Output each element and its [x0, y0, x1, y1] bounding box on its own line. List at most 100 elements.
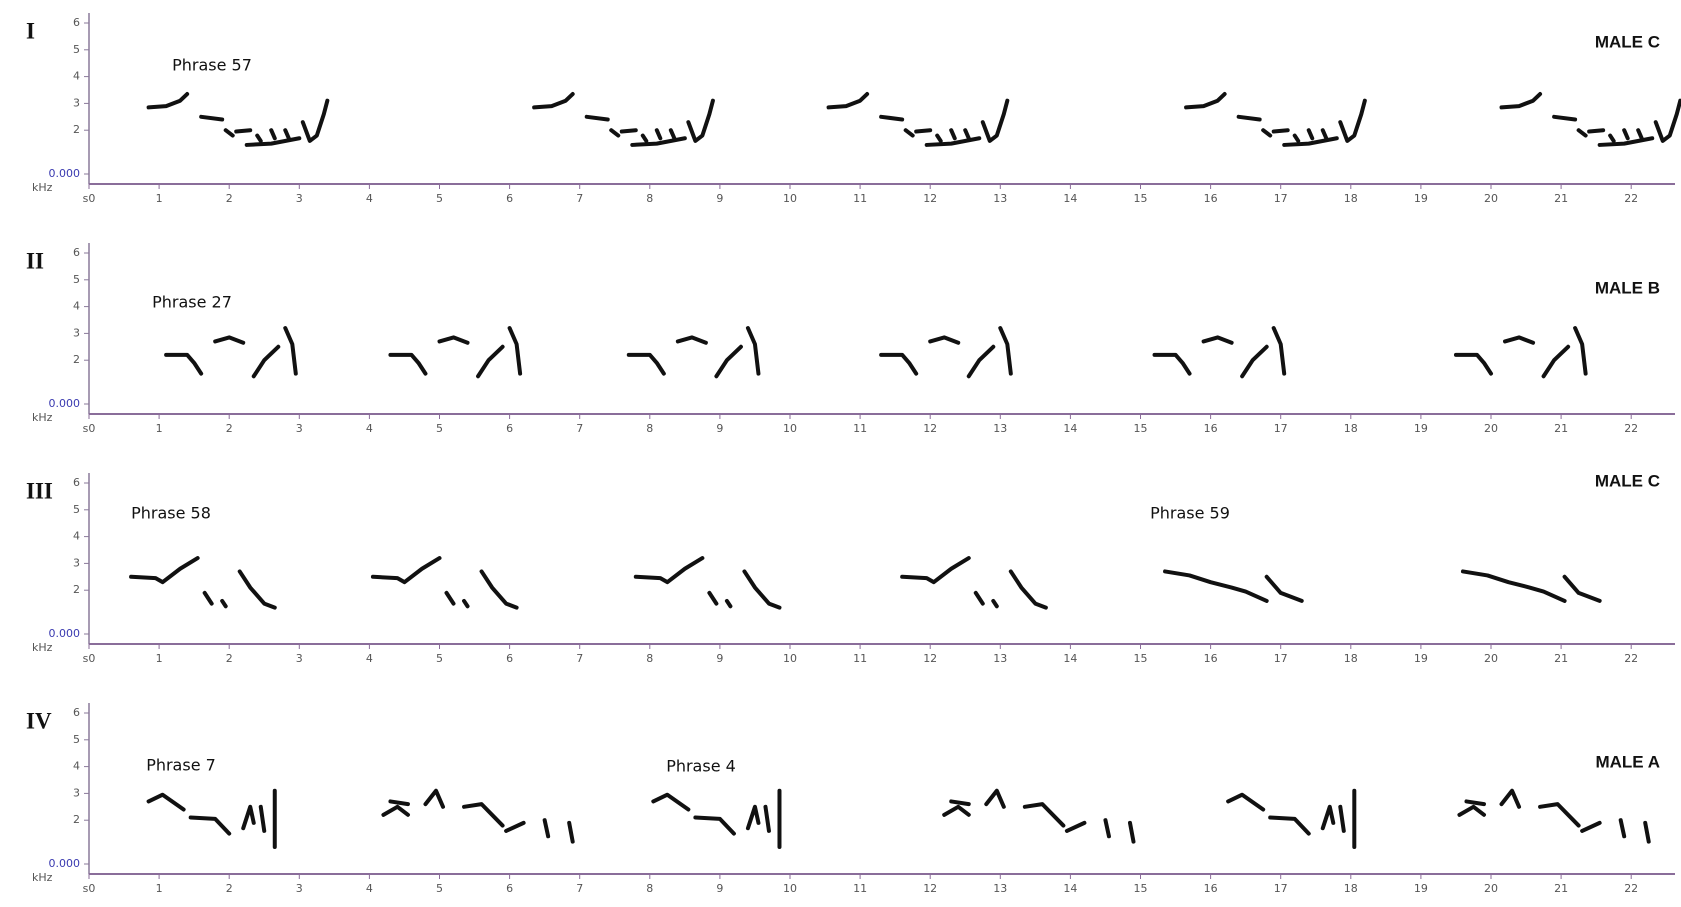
y-tick-label: 4	[73, 530, 80, 543]
syllable	[1127, 820, 1136, 844]
x-tick-label: 2	[226, 422, 233, 435]
syllable	[241, 804, 256, 831]
syllable	[462, 598, 470, 609]
syllable	[1261, 128, 1273, 138]
x-tick-label: 12	[923, 422, 937, 435]
syllable	[1499, 788, 1522, 809]
x-tick-label: 16	[1204, 882, 1218, 895]
y-tick-label: 3	[73, 326, 80, 339]
syllable	[1163, 569, 1269, 603]
x-tick-label: 21	[1554, 422, 1568, 435]
x-tick-label: 15	[1134, 192, 1148, 205]
x-tick-label: 1	[156, 882, 163, 895]
x-tick-label: 5	[436, 422, 443, 435]
syllable	[763, 804, 771, 833]
x-tick-label: 6	[506, 192, 513, 205]
x-tick-label: 10	[783, 422, 797, 435]
x-tick-label: 12	[923, 882, 937, 895]
x-tick-label: 19	[1414, 652, 1428, 665]
syllable	[980, 98, 1010, 143]
syllable	[1562, 574, 1602, 603]
syllable	[1499, 92, 1543, 110]
syllable	[1453, 352, 1493, 376]
x-tick-label: 5	[436, 882, 443, 895]
x-tick-label: 11	[853, 192, 867, 205]
syllable	[129, 556, 200, 585]
syllable	[1541, 344, 1571, 379]
x-tick-label: 9	[716, 422, 723, 435]
y-tick-label: 5	[73, 733, 80, 746]
x-tick-label: 15	[1134, 652, 1148, 665]
x-tick-label: 3	[296, 882, 303, 895]
syllable	[146, 792, 186, 812]
syllable	[935, 133, 943, 143]
x-tick-label: 22	[1624, 882, 1638, 895]
syllable	[199, 114, 225, 122]
syllable	[707, 590, 719, 606]
syllable	[300, 98, 330, 143]
x-tick-label: 14	[1063, 192, 1077, 205]
syllable	[1552, 114, 1578, 122]
syllable	[1226, 792, 1266, 812]
x-tick-label: 20	[1484, 422, 1498, 435]
panel-label: II	[26, 248, 44, 273]
y-tick-label: 2	[73, 353, 80, 366]
syllable	[1236, 114, 1262, 122]
x-tick-label: 9	[716, 192, 723, 205]
syllable	[633, 556, 705, 585]
syllable	[1580, 820, 1602, 833]
syllable	[742, 569, 782, 610]
y-tick-label: 3	[73, 556, 80, 569]
x-tick-label: 22	[1624, 422, 1638, 435]
syllable	[283, 128, 291, 141]
x-tick-label: 7	[576, 192, 583, 205]
y-tick-label: 4	[73, 70, 80, 83]
syllable	[879, 114, 905, 122]
x-tick-label: s0	[83, 882, 96, 895]
syllable	[381, 804, 410, 817]
y-tick-label: 3	[73, 786, 80, 799]
x-tick-label: 13	[993, 192, 1007, 205]
syllable	[251, 344, 281, 379]
syllable	[998, 326, 1013, 376]
x-tick-label: 17	[1274, 192, 1288, 205]
x-tick-label: 17	[1274, 882, 1288, 895]
syllable	[146, 92, 190, 110]
syllable	[1271, 326, 1287, 376]
y-tick-label: 6	[73, 476, 80, 489]
x-tick-label: 3	[296, 192, 303, 205]
x-tick-label: 8	[646, 652, 653, 665]
x-tick-label: 4	[366, 652, 373, 665]
x-tick-label: 3	[296, 422, 303, 435]
syllable	[532, 92, 575, 110]
syllable	[1338, 804, 1346, 833]
syllable	[1022, 802, 1066, 828]
y-unit: kHz	[32, 871, 53, 884]
syllable	[283, 326, 298, 376]
phrase-label: Phrase 7	[146, 756, 216, 775]
syllable	[370, 556, 442, 585]
x-tick-label: 9	[716, 882, 723, 895]
x-tick-label: 13	[993, 882, 1007, 895]
x-tick-label: 10	[783, 192, 797, 205]
phrase-label: Phrase 27	[152, 293, 232, 312]
syllable	[1464, 799, 1486, 807]
x-tick-label: s0	[83, 652, 96, 665]
syllable	[1103, 818, 1111, 839]
y-tick-label: 0.000	[49, 167, 81, 180]
x-tick-label: 2	[226, 192, 233, 205]
phrase-label: Phrase 4	[666, 757, 736, 776]
panel-label: IV	[26, 708, 52, 733]
syllable	[213, 335, 246, 345]
x-tick-label: 13	[993, 422, 1007, 435]
x-tick-label: 2	[226, 652, 233, 665]
x-tick-label: 8	[646, 192, 653, 205]
x-tick-label: 1	[156, 422, 163, 435]
x-tick-label: 10	[783, 652, 797, 665]
x-tick-label: 9	[716, 652, 723, 665]
x-tick-label: 4	[366, 882, 373, 895]
syllable	[476, 344, 505, 379]
syllable	[1271, 128, 1290, 134]
y-tick-label: 4	[73, 300, 80, 313]
